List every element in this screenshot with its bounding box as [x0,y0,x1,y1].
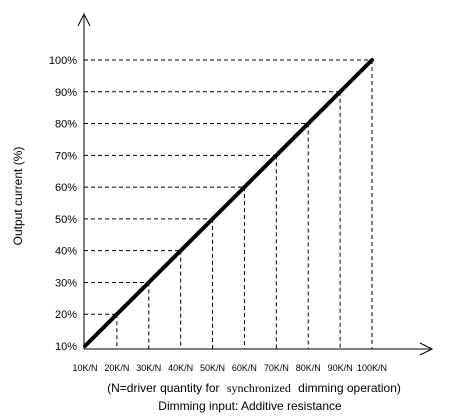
x-tick-label: 60K/N [232,363,257,373]
y-tick-label: 100% [49,55,77,67]
dashed-guide-lines [84,59,373,349]
note-middle: synchronized [227,381,291,395]
x-tick-label: 100K/N [357,363,387,373]
series-line [83,58,374,348]
x-tick-label: 90K/N [328,363,353,373]
series-group [83,58,374,348]
y-tick-labels: 10% 20% 30% 40% 50% 60% 70% 80% 90% 100% [49,55,77,353]
x-tick-label: 50K/N [200,363,225,373]
y-tick-label: 60% [55,182,77,194]
x-tick-label: 70K/N [264,363,289,373]
x-tick-labels: 10K/N 20K/N 30K/N 40K/N 50K/N 60K/N 70K/N 80K/N… [72,363,387,373]
axes [77,12,434,356]
y-tick-label: 90% [55,87,77,99]
x-tick-label: 40K/N [168,363,193,373]
y-axis-arrow [77,12,91,27]
y-tick-label: 20% [55,309,77,321]
x-tick-label: 20K/N [104,363,129,373]
y-axis-title: Output current (%) [11,147,25,246]
x-axis-title: Dimming input: Additive resistance [158,399,342,413]
y-tick-label: 80% [55,119,77,131]
x-axis-arrow [419,342,434,356]
y-tick-label: 40% [55,246,77,258]
x-tick-label: 10K/N [72,363,97,373]
y-tick-label: 70% [55,150,77,162]
y-tick-label: 10% [55,341,77,353]
x-axis-note: (N=driver quantity for synchronized dimm… [107,381,401,395]
x-tick-label: 30K/N [136,363,161,373]
note-prefix: (N=driver quantity for [107,381,219,395]
note-suffix: dimming operation) [298,381,401,395]
y-tick-label: 50% [55,214,77,226]
y-tick-label: 30% [55,277,77,289]
x-tick-label: 80K/N [296,363,321,373]
